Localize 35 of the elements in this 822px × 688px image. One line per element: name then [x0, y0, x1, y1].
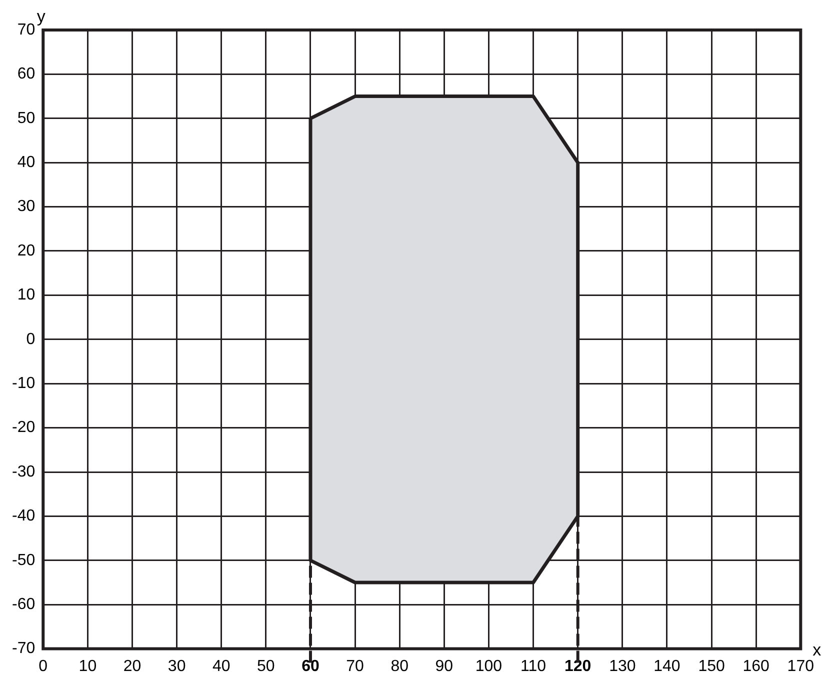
y-axis-title: y [36, 7, 46, 26]
y-tick-label: 50 [17, 110, 36, 127]
x-axis-title: x [812, 640, 822, 660]
y-tick-label: -60 [12, 596, 36, 614]
y-tick-label: -30 [12, 463, 36, 480]
y-tick-label: 0 [26, 330, 36, 348]
x-tick-label: 120 [564, 658, 592, 675]
y-tick-label: -50 [12, 552, 36, 569]
x-tick-label: 170 [787, 658, 814, 675]
y-tick-label: -20 [12, 419, 36, 436]
x-tick-label: 30 [168, 658, 186, 675]
x-tick-label: 0 [38, 658, 48, 675]
x-tick-label: 150 [698, 658, 725, 675]
y-tick-label: 30 [17, 198, 36, 216]
x-tick-label: 110 [520, 658, 546, 675]
y-tick-label: 20 [17, 242, 36, 260]
y-tick-label: 40 [17, 154, 36, 172]
y-tick-label: -40 [12, 508, 36, 525]
x-tick-label: 80 [390, 658, 409, 675]
x-tick-label: 60 [302, 658, 320, 675]
x-tick-label: 20 [123, 658, 142, 675]
x-tick-label: 70 [346, 658, 364, 675]
x-tick-label: 160 [742, 658, 770, 675]
y-tick-label: -10 [12, 375, 36, 392]
x-tick-label: 90 [435, 658, 454, 675]
x-tick-label: 50 [257, 658, 275, 675]
x-tick-label: 140 [654, 658, 680, 675]
y-tick-label: 10 [17, 286, 36, 304]
x-tick-label: 100 [475, 658, 502, 675]
y-tick-label: 60 [17, 66, 36, 83]
x-tick-label: 40 [212, 658, 230, 675]
x-tick-label: 130 [609, 658, 636, 675]
x-tick-label: 10 [78, 658, 97, 675]
y-tick-label: -70 [12, 640, 36, 658]
y-tick-label: 70 [17, 21, 36, 38]
